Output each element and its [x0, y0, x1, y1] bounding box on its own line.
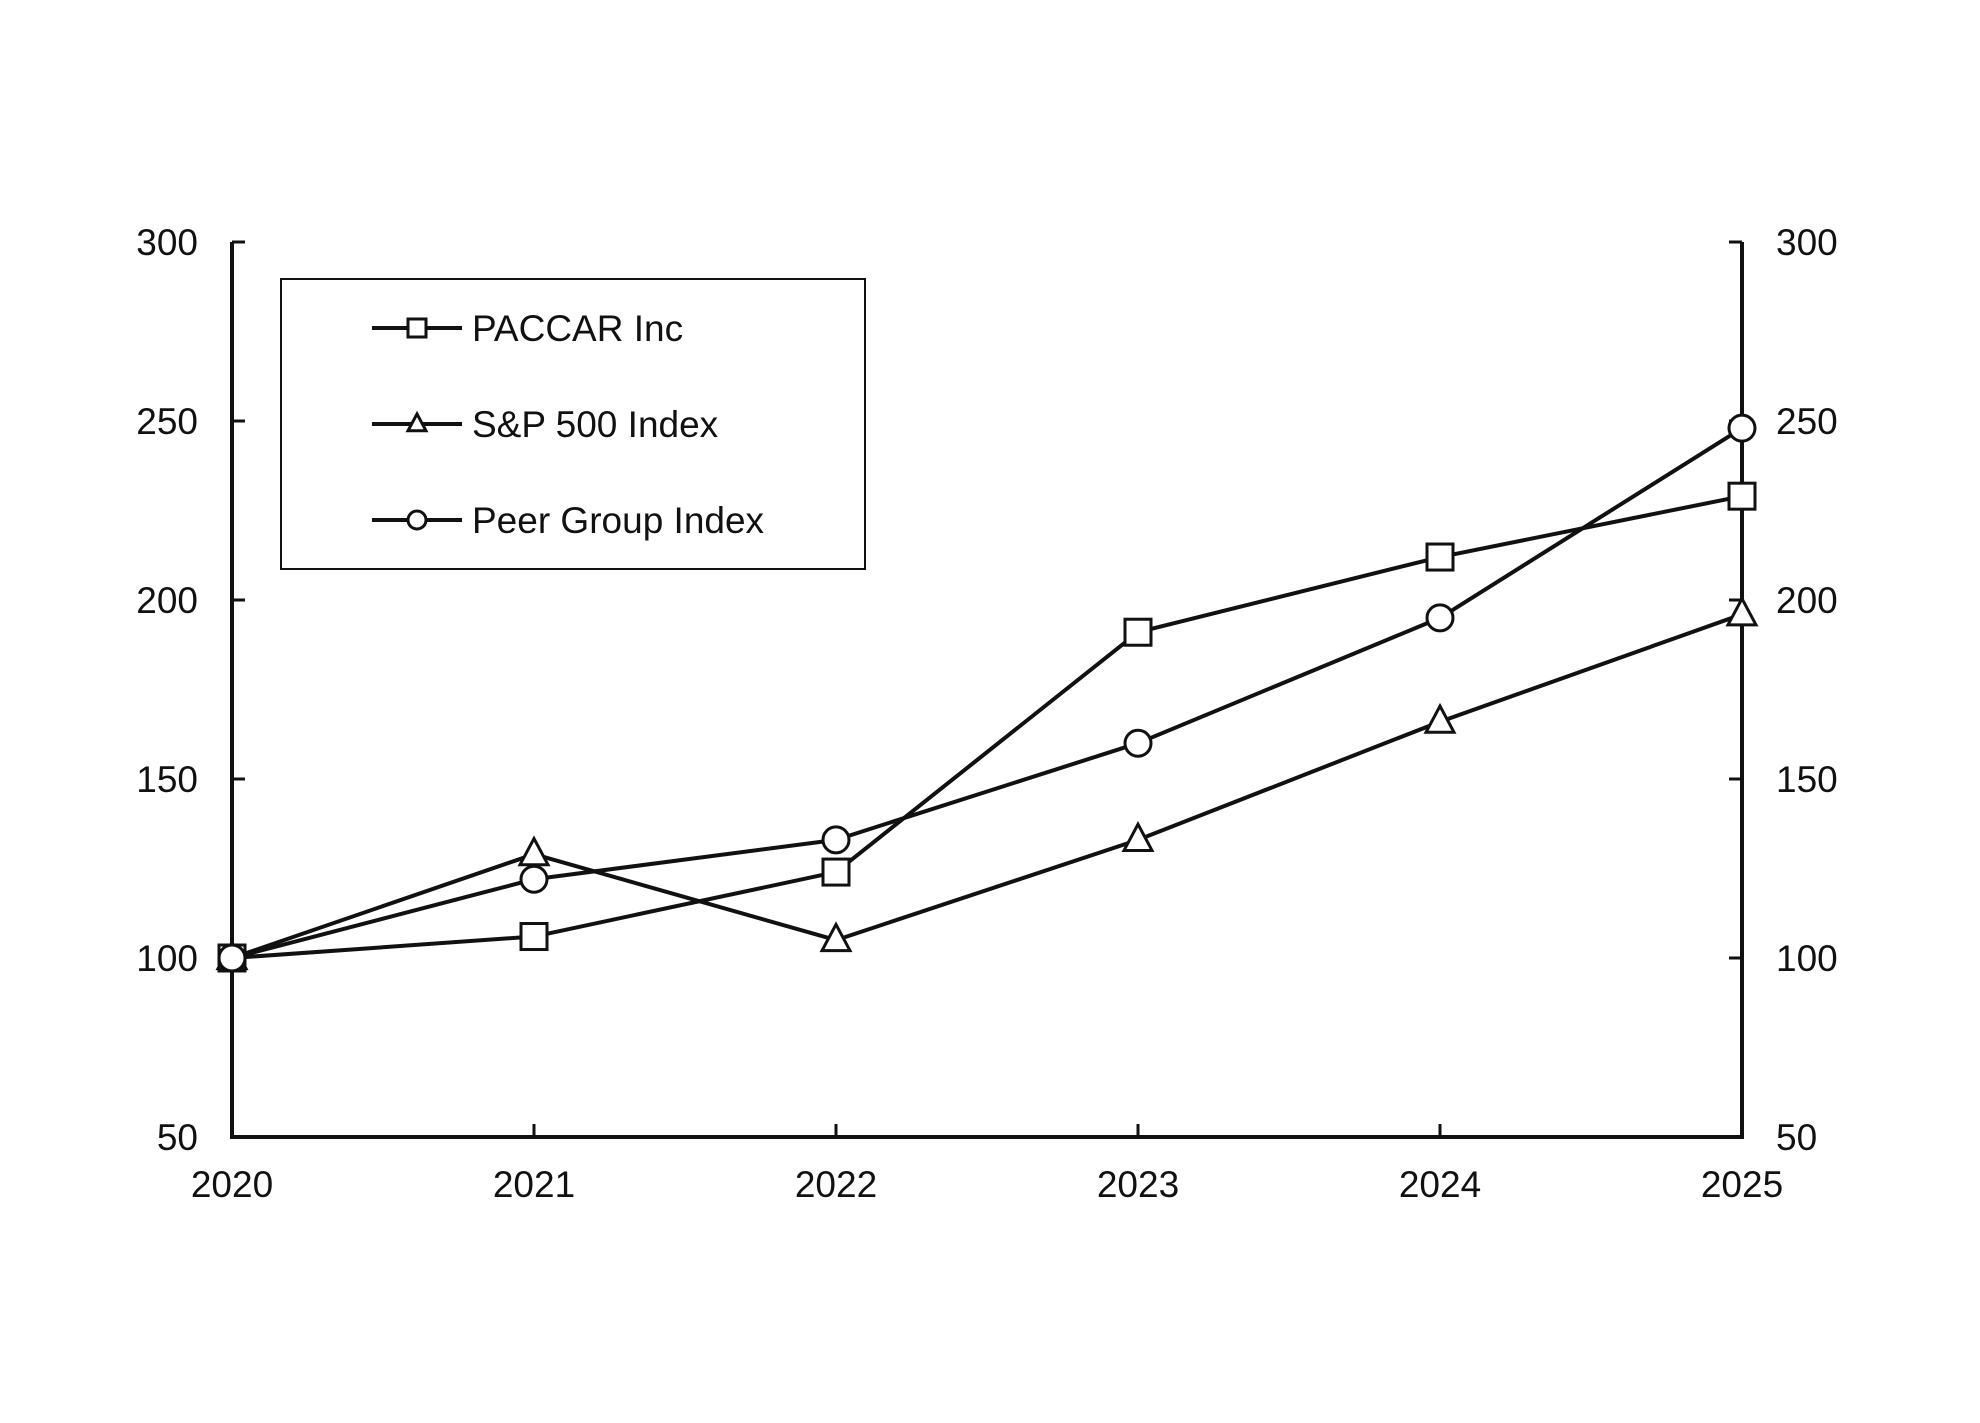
legend-marker-square — [406, 317, 428, 339]
x-tick-label: 2021 — [493, 1164, 575, 1205]
data-point-triangle — [1725, 595, 1759, 627]
x-tick-label: 2023 — [1097, 1164, 1179, 1205]
y-tick-label-right: 200 — [1776, 580, 1838, 621]
y-tick-label-right: 300 — [1776, 222, 1838, 263]
y-tick-label-left: 100 — [136, 938, 198, 979]
y-tick-label-left: 200 — [136, 580, 198, 621]
data-point-square — [821, 857, 851, 887]
tick-labels: 300 300 250 250 200 200 150 150 100 100 50 50 2020 20… — [136, 222, 1837, 1205]
data-point-square — [1727, 481, 1757, 511]
y-tick-label-right: 150 — [1776, 759, 1838, 800]
data-point-square — [1425, 542, 1455, 572]
data-point-triangle — [819, 921, 853, 953]
data-point-circle — [217, 943, 247, 973]
x-tick-label: 2022 — [795, 1164, 877, 1205]
y-tick-label-right: 100 — [1776, 938, 1838, 979]
data-point-triangle — [517, 835, 551, 867]
series-line-square — [231, 494, 1743, 960]
data-point-circle — [519, 864, 549, 894]
y-tick-label-left: 300 — [136, 222, 198, 263]
data-point-circle — [1727, 413, 1757, 443]
series-line-triangle — [231, 612, 1743, 960]
series-lines — [231, 426, 1744, 960]
y-tick-label-left: 150 — [136, 759, 198, 800]
data-point-square — [519, 922, 549, 952]
x-tick-label: 2020 — [191, 1164, 273, 1205]
y-tick-label-left: 50 — [157, 1117, 198, 1158]
series-markers — [215, 413, 1759, 973]
data-point-circle — [1425, 603, 1455, 633]
legend-label: Peer Group Index — [472, 500, 765, 541]
legend-marker-circle — [406, 509, 428, 531]
series-line-circle — [231, 426, 1744, 960]
data-point-circle — [821, 825, 851, 855]
legend-marker-triangle — [405, 410, 429, 433]
y-tick-label-right: 250 — [1776, 401, 1838, 442]
data-point-circle — [1123, 728, 1153, 758]
y-tick-label-left: 250 — [136, 401, 198, 442]
data-point-square — [1123, 617, 1153, 647]
legend: PACCAR Inc S&P 500 Index Peer Group Index — [280, 278, 866, 570]
legend-label: S&P 500 Index — [472, 404, 719, 445]
y-tick-label-right: 50 — [1776, 1117, 1817, 1158]
x-tick-label: 2024 — [1399, 1164, 1481, 1205]
x-tick-label: 2025 — [1701, 1164, 1783, 1205]
data-point-triangle — [1423, 702, 1457, 734]
data-point-triangle — [1121, 821, 1155, 852]
legend-label: PACCAR Inc — [472, 308, 683, 349]
